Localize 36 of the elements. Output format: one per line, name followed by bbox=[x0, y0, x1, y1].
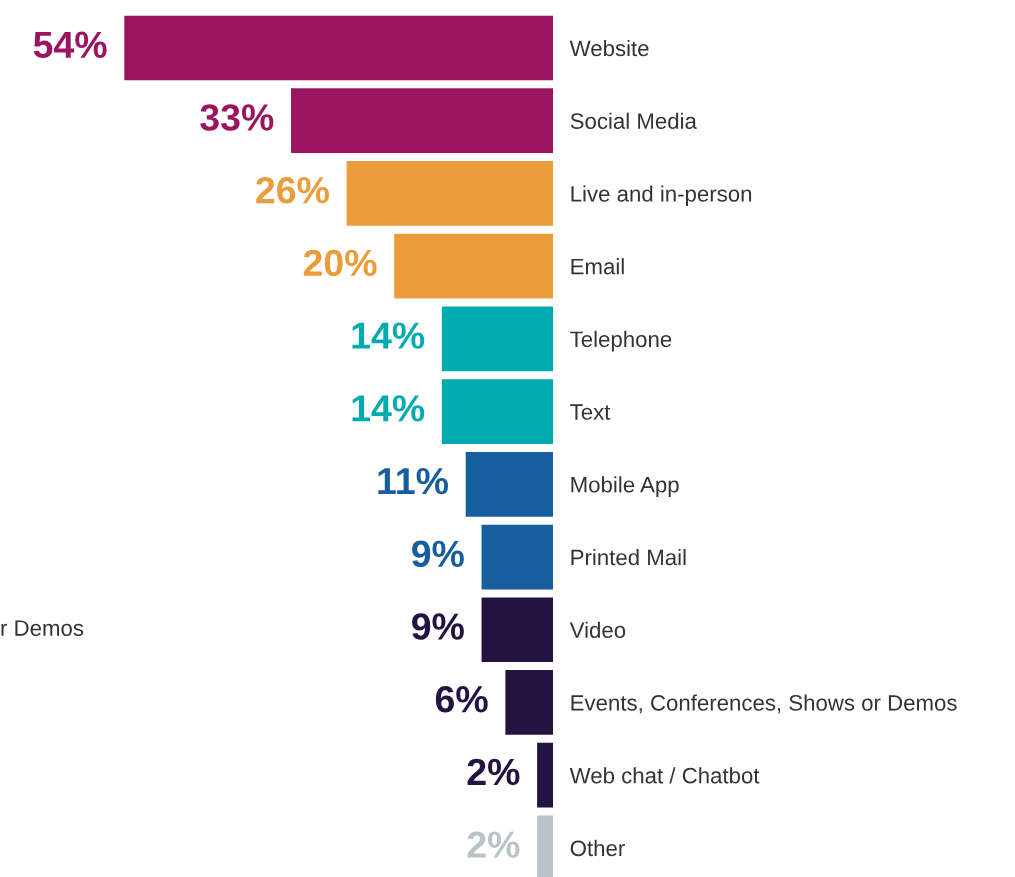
data-label: 54% bbox=[33, 31, 107, 59]
text: r Demos bbox=[1, 620, 84, 636]
y-tick-label: Social Media bbox=[570, 112, 697, 129]
y-tick-label: Web chat / Chatbot bbox=[569, 767, 760, 784]
bar bbox=[394, 233, 553, 299]
bar bbox=[481, 597, 553, 663]
data-label: 9% bbox=[411, 540, 464, 568]
y-tick-label: Other bbox=[570, 839, 625, 857]
data-label: 11% bbox=[378, 467, 449, 495]
bar bbox=[465, 451, 553, 517]
data-label: 2% bbox=[467, 758, 520, 786]
y-tick-label: Mobile App bbox=[571, 476, 679, 497]
data-label: 14% bbox=[352, 322, 425, 349]
bar bbox=[481, 524, 553, 590]
y-tick-label: Website bbox=[569, 39, 649, 57]
data-label: 6% bbox=[435, 685, 488, 713]
bar bbox=[291, 88, 553, 154]
y-tick-label: Text bbox=[570, 404, 611, 420]
y-tick-label: Email bbox=[571, 258, 624, 275]
bar bbox=[441, 306, 553, 372]
y-tick-label: Printed Mail bbox=[571, 548, 686, 566]
data-label: 9% bbox=[411, 613, 464, 640]
bar bbox=[346, 161, 553, 226]
bar bbox=[505, 670, 553, 735]
bar bbox=[537, 742, 553, 808]
data-label: 33% bbox=[200, 104, 274, 131]
y-tick-label: Live and in-person bbox=[571, 185, 752, 207]
data-label: 20% bbox=[303, 249, 377, 277]
y-tick-label: Video bbox=[569, 621, 626, 639]
bar bbox=[124, 15, 553, 81]
y-tick-label: Telephone bbox=[570, 330, 672, 352]
y-tick-label: Events, Conferences, Shows or Demos bbox=[571, 694, 957, 714]
data-label: 26% bbox=[256, 176, 329, 204]
data-label: 2% bbox=[467, 831, 520, 858]
data-label: 14% bbox=[352, 395, 425, 422]
bar bbox=[441, 379, 553, 444]
